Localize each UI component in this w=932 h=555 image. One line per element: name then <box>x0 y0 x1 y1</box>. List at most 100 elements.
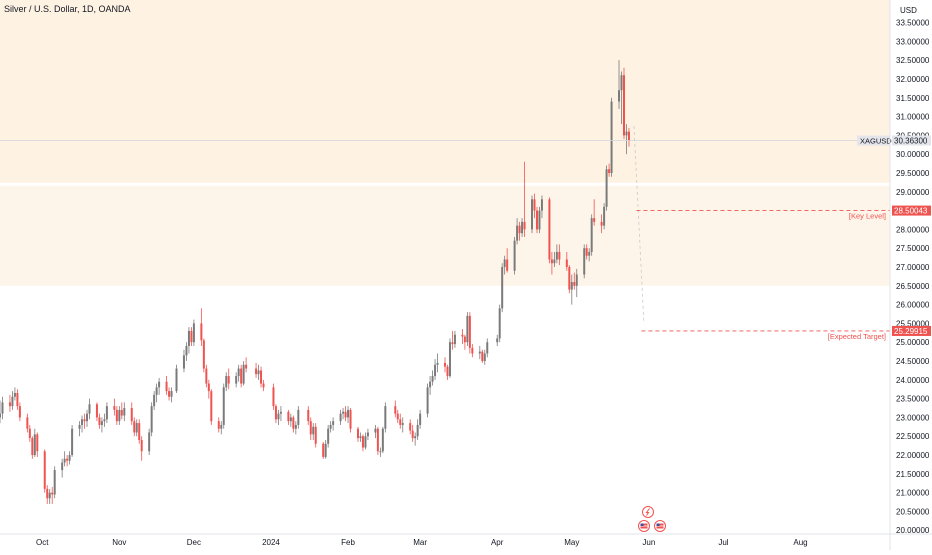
candle-body <box>307 409 310 422</box>
candle <box>13 387 16 401</box>
candle-body <box>327 428 330 444</box>
candle <box>202 338 205 373</box>
candle-body <box>120 409 123 416</box>
candle-body <box>168 391 171 397</box>
x-tick-label: Jul <box>718 538 728 547</box>
candle <box>135 419 138 437</box>
candle <box>222 383 225 429</box>
candle-body <box>86 413 89 422</box>
candle-body <box>431 376 434 382</box>
candle <box>200 308 203 346</box>
candle <box>550 251 553 275</box>
candle-body <box>394 406 397 414</box>
candle-body <box>26 417 29 429</box>
y-tick-label: 25.00000 <box>896 338 930 347</box>
candle-body <box>0 413 1 418</box>
us-flag-icon <box>638 520 650 532</box>
candle <box>498 304 501 343</box>
candle-body <box>225 376 228 388</box>
candle-body <box>461 334 464 337</box>
candle-body <box>78 424 81 429</box>
y-tick-label: 29.00000 <box>896 188 930 197</box>
candle-body <box>434 364 437 377</box>
candle-body <box>419 413 422 425</box>
candle-body <box>565 259 568 267</box>
candle-body <box>88 404 91 414</box>
candle <box>553 251 556 267</box>
candle-body <box>448 342 451 377</box>
candle-body <box>16 392 19 407</box>
candle <box>575 268 578 298</box>
candle <box>170 387 173 403</box>
candle <box>130 402 133 425</box>
candle-body <box>202 340 205 369</box>
candle <box>294 421 297 435</box>
candle-body <box>237 368 240 377</box>
y-tick-label: 31.00000 <box>896 113 930 122</box>
candle <box>565 251 568 271</box>
candle <box>496 334 499 346</box>
candle <box>165 376 168 395</box>
candle-body <box>1 402 4 414</box>
candle-body <box>105 406 108 420</box>
candle <box>483 349 486 365</box>
candle <box>414 432 417 446</box>
candle <box>374 424 377 439</box>
candle-body <box>399 419 402 425</box>
candle-body <box>349 409 352 429</box>
candle <box>140 436 143 461</box>
y-tick-label: 30.00000 <box>896 150 930 159</box>
y-tick-label: 24.00000 <box>896 376 930 385</box>
candle <box>307 406 310 425</box>
candle-body <box>11 396 14 407</box>
candle <box>36 432 39 457</box>
candle-body <box>471 347 474 354</box>
candle <box>366 428 369 440</box>
candle <box>277 409 280 425</box>
candle <box>376 426 379 456</box>
candle <box>451 330 454 350</box>
candle-body <box>277 413 280 420</box>
candle-body <box>140 439 143 452</box>
candle-body <box>175 368 178 392</box>
candle <box>43 449 46 493</box>
candle <box>618 60 621 110</box>
candle <box>379 447 382 457</box>
y-tick-label: 23.50000 <box>896 395 930 404</box>
candle <box>444 357 446 373</box>
candle-body <box>227 376 230 384</box>
candle-body <box>446 366 449 377</box>
candle <box>210 389 213 425</box>
candle-body <box>113 406 116 410</box>
candle-body <box>436 362 439 365</box>
candle-body <box>33 434 36 456</box>
candle-body <box>401 423 404 425</box>
candle <box>448 338 451 378</box>
candle <box>361 434 364 452</box>
candle <box>620 71 623 125</box>
candle-body <box>200 323 203 341</box>
candle-body <box>207 383 210 392</box>
candle-body <box>43 451 46 489</box>
candle <box>356 426 359 442</box>
candle-body <box>155 387 158 395</box>
candle-body <box>356 428 359 439</box>
y-tick-label: 32.00000 <box>896 75 930 84</box>
y-tick-label: 20.00000 <box>896 526 930 535</box>
candle <box>583 244 586 279</box>
candle <box>63 451 66 467</box>
candle <box>332 417 335 431</box>
candle <box>95 402 98 422</box>
candle <box>436 353 439 373</box>
y-tick-label: 27.00000 <box>896 263 930 272</box>
candle <box>272 383 275 410</box>
candle-body <box>190 330 193 343</box>
candle-body <box>98 417 101 425</box>
candle <box>516 218 519 245</box>
candle <box>513 236 516 275</box>
candle <box>115 406 118 425</box>
candle-body <box>605 169 608 207</box>
candle <box>322 441 325 459</box>
candle-body <box>486 342 489 354</box>
